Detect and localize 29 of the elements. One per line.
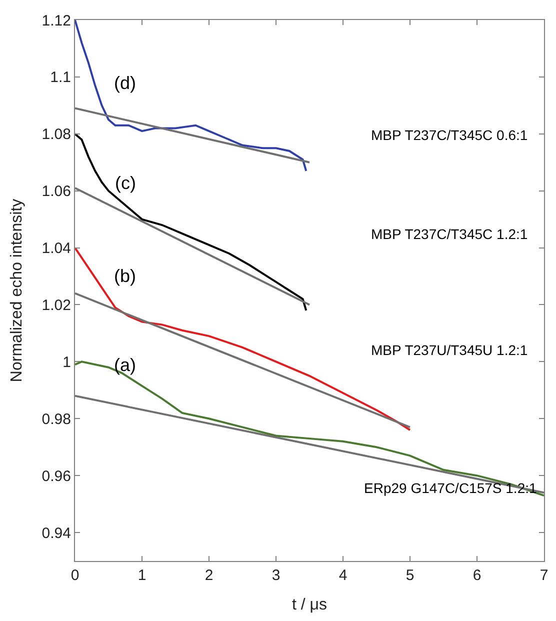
y-tick-label: 1 [62, 354, 71, 371]
x-tick-label: 1 [138, 567, 146, 584]
y-tick-label: 1.08 [42, 126, 71, 144]
y-tick-label: 0.94 [42, 524, 71, 542]
annotation: MBP T237U/T345U 1.2:1 [371, 342, 528, 358]
line-series [75, 132, 308, 312]
annotation: (c) [115, 173, 136, 193]
x-tick-label: 6 [472, 567, 482, 584]
annotation: (a) [114, 355, 136, 375]
y-tick-label: 1.1 [50, 69, 71, 86]
annotation: MBP T237C/T345C 0.6:1 [371, 127, 528, 143]
y-tick-label: 0.96 [42, 468, 71, 485]
x-tick-label: 2 [204, 567, 214, 584]
y-axis-title: Normalized echo intensity [8, 198, 26, 382]
y-tick-label: 1.12 [42, 12, 71, 30]
x-tick-label: 7 [540, 567, 548, 584]
annotation: MBP T237C/T345C 1.2:1 [371, 226, 528, 242]
y-tick-label: 0.98 [42, 410, 71, 428]
x-tick-label: 0 [70, 567, 80, 584]
annotation: (d) [114, 73, 136, 93]
line-series [75, 20, 308, 172]
x-tick-label: 4 [338, 567, 348, 584]
y-tick-label: 1.02 [42, 296, 71, 314]
x-tick-label: 3 [272, 567, 280, 584]
annotation: (b) [114, 266, 136, 286]
x-axis-title: t / μs [292, 596, 327, 614]
y-tick-label: 1.04 [42, 240, 71, 258]
x-tick-label: 5 [406, 567, 414, 584]
y-tick-label: 1.06 [42, 183, 71, 200]
